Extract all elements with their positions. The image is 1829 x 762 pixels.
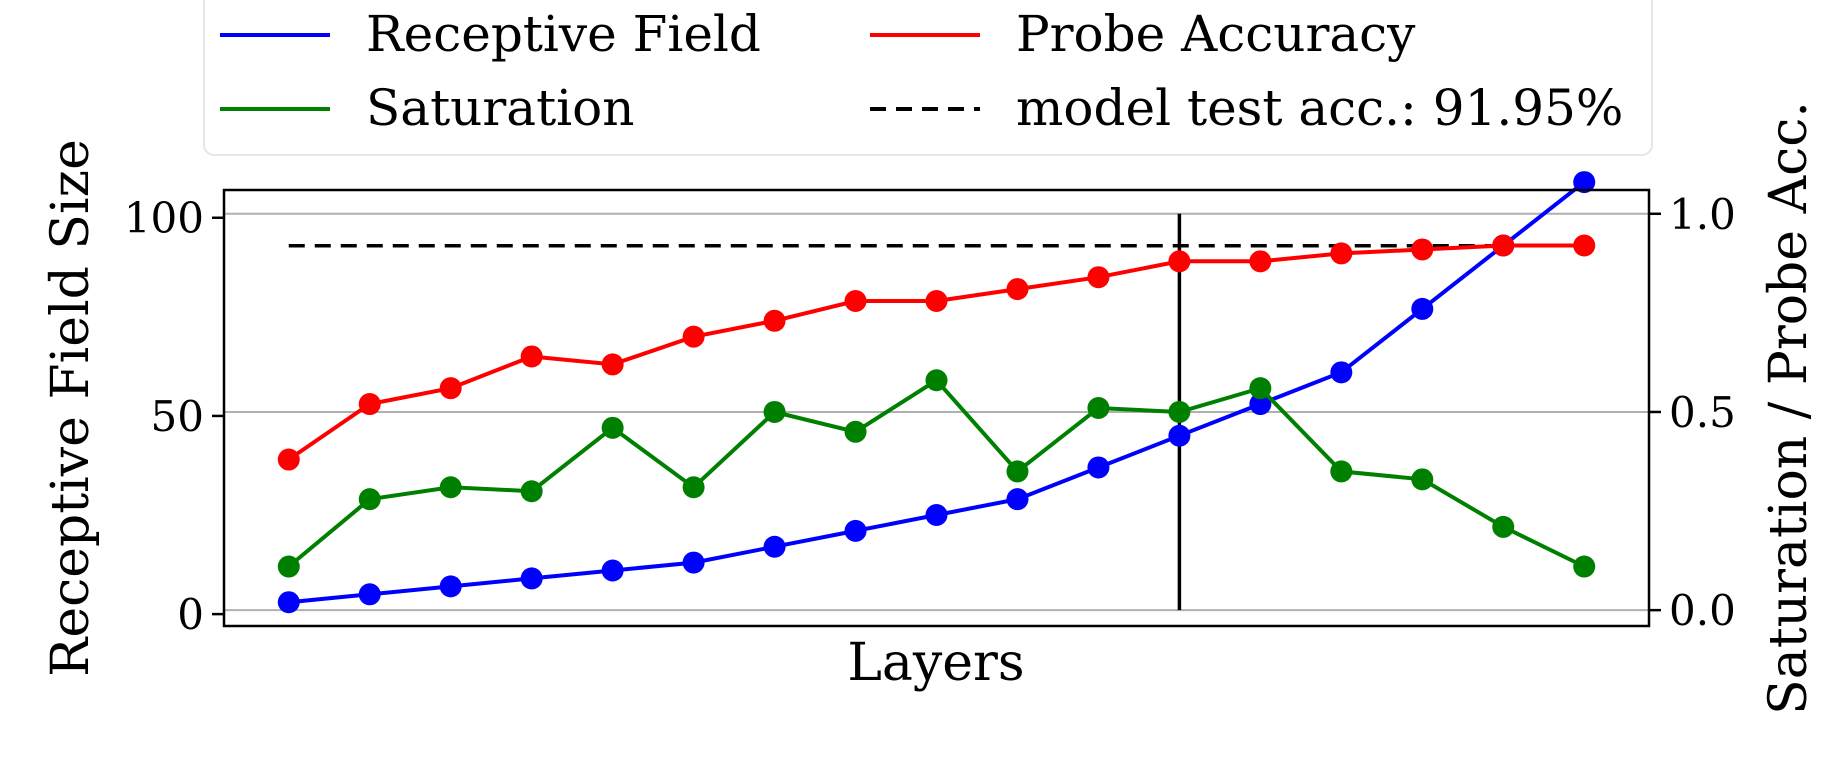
point-saturation-1: [277, 555, 300, 578]
legend-label-saturation: Saturation: [366, 79, 634, 137]
point-receptive-field-10: [1006, 488, 1029, 511]
point-probe-accuracy-7: [763, 309, 786, 332]
point-probe-accuracy-3: [439, 377, 462, 400]
point-receptive-field-7: [763, 535, 786, 558]
legend-label-receptive-field: Receptive Field: [366, 5, 761, 63]
right-axis-title: Saturation / Probe Acc.: [1759, 101, 1819, 715]
point-receptive-field-1: [277, 591, 300, 614]
point-saturation-15: [1411, 468, 1434, 491]
right-tick-label-0: 0.0: [1669, 586, 1736, 635]
point-saturation-7: [763, 400, 786, 423]
point-probe-accuracy-8: [844, 289, 867, 312]
point-probe-accuracy-6: [682, 325, 705, 348]
point-receptive-field-12: [1168, 424, 1191, 447]
left-tick-label-1: 50: [151, 392, 204, 441]
point-saturation-17: [1573, 555, 1596, 578]
point-saturation-6: [682, 476, 705, 499]
series-line-saturation: [287, 377, 1586, 569]
point-probe-accuracy-9: [925, 289, 948, 312]
legend-label-probe-accuracy: Probe Accuracy: [1016, 5, 1416, 63]
point-probe-accuracy-15: [1411, 238, 1434, 261]
point-receptive-field-4: [520, 567, 543, 590]
point-receptive-field-6: [682, 551, 705, 574]
legend-label-model-test-acc: model test acc.: 91.95%: [1016, 79, 1623, 137]
point-receptive-field-2: [358, 583, 381, 606]
point-probe-accuracy-11: [1087, 266, 1110, 289]
series-line-probe-accuracy: [287, 243, 1585, 462]
point-receptive-field-11: [1087, 456, 1110, 479]
right-axis: 0.0 0.5 1.0: [1649, 190, 1736, 635]
point-receptive-field-9: [925, 504, 948, 527]
right-tick-label-1: 0.5: [1669, 388, 1736, 437]
point-receptive-field-3: [439, 575, 462, 598]
point-saturation-10: [1006, 460, 1029, 483]
point-saturation-16: [1492, 515, 1515, 538]
grid: [224, 212, 1649, 612]
point-probe-accuracy-16: [1492, 234, 1515, 257]
point-saturation-8: [844, 420, 867, 443]
point-receptive-field-17: [1573, 171, 1596, 194]
left-tick-label-2: 100: [124, 194, 204, 243]
legend-box: [203, 0, 1653, 156]
point-saturation-14: [1330, 460, 1353, 483]
right-tick-label-2: 1.0: [1669, 190, 1736, 239]
point-receptive-field-14: [1330, 361, 1353, 384]
series: [277, 171, 1596, 614]
point-saturation-2: [358, 488, 381, 511]
point-probe-accuracy-17: [1573, 234, 1596, 257]
point-probe-accuracy-12: [1168, 250, 1191, 273]
point-saturation-9: [925, 369, 948, 392]
point-receptive-field-5: [601, 559, 624, 582]
point-saturation-13: [1249, 377, 1272, 400]
plot-area: [222, 188, 1651, 628]
point-probe-accuracy-1: [277, 448, 300, 471]
point-saturation-5: [601, 416, 624, 439]
point-probe-accuracy-14: [1330, 242, 1353, 265]
legend: Receptive Field Probe Accuracy Saturatio…: [220, 5, 1623, 137]
x-axis-title: Layers: [847, 633, 1024, 693]
left-tick-label-0: 0: [177, 590, 204, 639]
point-saturation-11: [1087, 397, 1110, 419]
point-saturation-4: [520, 480, 543, 503]
point-probe-accuracy-2: [358, 393, 381, 416]
point-saturation-12: [1168, 400, 1191, 423]
point-receptive-field-8: [844, 519, 867, 542]
left-axis-title: Receptive Field Size: [41, 139, 101, 677]
point-receptive-field-15: [1411, 297, 1434, 320]
point-probe-accuracy-10: [1006, 278, 1029, 301]
point-probe-accuracy-4: [520, 345, 543, 368]
left-axis: 0 50 100: [124, 194, 224, 639]
point-saturation-3: [439, 476, 462, 499]
point-receptive-field-13: [1249, 393, 1272, 416]
point-probe-accuracy-13: [1249, 250, 1272, 273]
point-probe-accuracy-5: [601, 353, 624, 376]
